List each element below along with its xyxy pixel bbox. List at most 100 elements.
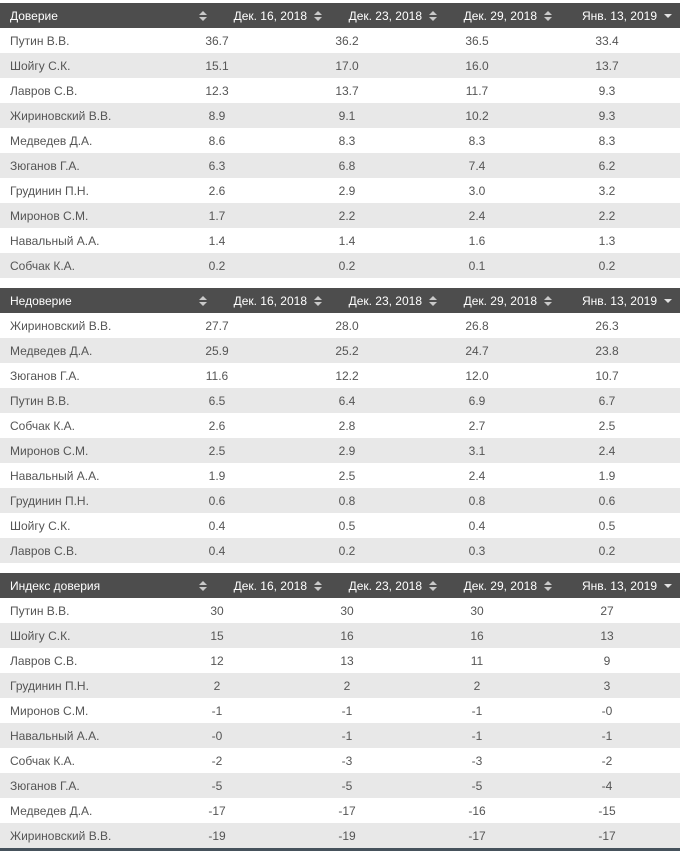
column-header[interactable]: Дек. 23, 2018 xyxy=(330,579,445,593)
table-row: Лавров С.В. 12.3 13.7 11.7 9.3 xyxy=(0,78,680,103)
value-cell: 0.1 xyxy=(468,258,486,273)
value-cell: 11 xyxy=(470,653,484,668)
sort-icon[interactable] xyxy=(429,295,437,306)
sort-desc-arrow-icon xyxy=(429,16,437,21)
sort-icon[interactable] xyxy=(664,13,672,18)
value-cell: -1 xyxy=(471,728,483,743)
trust-index-table-body: Путин В.В. 30 30 30 27 Шойгу С.К. 15 16 … xyxy=(0,598,680,848)
sort-asc-arrow-icon xyxy=(199,580,207,585)
column-header-label: Янв. 13, 2019 xyxy=(581,293,657,308)
value-cell: -2 xyxy=(211,753,223,768)
column-header[interactable]: Дек. 16, 2018 xyxy=(215,294,330,308)
sort-desc-arrow-icon xyxy=(544,16,552,21)
value-cell: -17 xyxy=(208,803,226,818)
table-row: Грудинин П.Н. 2.6 2.9 3.0 3.2 xyxy=(0,178,680,203)
value-cell: 2.7 xyxy=(468,418,486,433)
distrust-table-header: Недоверие Дек. 16, 2018 Дек. 23, 2018 Де… xyxy=(0,288,680,313)
value-cell: -16 xyxy=(468,803,486,818)
politician-name: Шойгу С.К. xyxy=(10,628,71,643)
value-cell: 16 xyxy=(340,628,354,643)
value-cell: 8.3 xyxy=(338,133,356,148)
value-cell: 9.3 xyxy=(598,108,616,123)
value-cell: -3 xyxy=(471,753,483,768)
sort-asc-arrow-icon xyxy=(429,580,437,585)
sort-asc-arrow-icon xyxy=(544,10,552,15)
sort-icon[interactable] xyxy=(544,295,552,306)
sort-icon[interactable] xyxy=(429,10,437,21)
distrust-table-body: Жириновский В.В. 27.7 28.0 26.8 26.3 Мед… xyxy=(0,313,680,563)
column-header[interactable]: Дек. 23, 2018 xyxy=(330,294,445,308)
column-header[interactable]: Дек. 29, 2018 xyxy=(445,579,560,593)
distrust-table: Недоверие Дек. 16, 2018 Дек. 23, 2018 Де… xyxy=(0,288,680,563)
value-cell: 3.2 xyxy=(598,183,616,198)
sort-icon[interactable] xyxy=(544,580,552,591)
sort-desc-arrow-icon xyxy=(664,13,672,18)
value-cell: 7.4 xyxy=(468,158,486,173)
column-header-title[interactable]: Доверие xyxy=(0,9,215,23)
value-cell: 8.6 xyxy=(208,133,226,148)
value-cell: -17 xyxy=(598,828,616,843)
sort-icon[interactable] xyxy=(199,295,207,306)
column-header[interactable]: Дек. 16, 2018 xyxy=(215,579,330,593)
column-header[interactable]: Дек. 16, 2018 xyxy=(215,9,330,23)
value-cell: 2.5 xyxy=(598,418,616,433)
politician-name: Жириновский В.В. xyxy=(10,828,112,843)
sort-icon[interactable] xyxy=(199,580,207,591)
value-cell: 10.7 xyxy=(595,368,619,383)
sort-icon[interactable] xyxy=(314,10,322,21)
value-cell: 0.6 xyxy=(208,493,226,508)
column-header[interactable]: Дек. 29, 2018 xyxy=(445,294,560,308)
trust-index-table: Индекс доверия Дек. 16, 2018 Дек. 23, 20… xyxy=(0,573,680,848)
sort-desc-arrow-icon xyxy=(199,586,207,591)
table-row: Зюганов Г.А. -5 -5 -5 -4 xyxy=(0,773,680,798)
table-row: Медведев Д.А. -17 -17 -16 -15 xyxy=(0,798,680,823)
sort-desc-arrow-icon xyxy=(314,586,322,591)
table-row: Путин В.В. 6.5 6.4 6.9 6.7 xyxy=(0,388,680,413)
sort-icon[interactable] xyxy=(314,295,322,306)
column-header[interactable]: Дек. 23, 2018 xyxy=(330,9,445,23)
value-cell: 25.9 xyxy=(205,343,229,358)
value-cell: 1.4 xyxy=(338,233,356,248)
table-row: Жириновский В.В. 8.9 9.1 10.2 9.3 xyxy=(0,103,680,128)
column-header[interactable]: Дек. 29, 2018 xyxy=(445,9,560,23)
table-row: Шойгу С.К. 15 16 16 13 xyxy=(0,623,680,648)
value-cell: 27 xyxy=(600,603,614,618)
table-row: Навальный А.А. -0 -1 -1 -1 xyxy=(0,723,680,748)
column-header-label: Дек. 16, 2018 xyxy=(233,8,307,23)
value-cell: 3.1 xyxy=(468,443,486,458)
trust-table-header: Доверие Дек. 16, 2018 Дек. 23, 2018 Дек.… xyxy=(0,3,680,28)
column-header-title[interactable]: Недоверие xyxy=(0,294,215,308)
table-row: Зюганов Г.А. 11.6 12.2 12.0 10.7 xyxy=(0,363,680,388)
value-cell: 36.5 xyxy=(465,33,489,48)
sort-icon[interactable] xyxy=(664,583,672,588)
politician-name: Медведев Д.А. xyxy=(10,133,93,148)
value-cell: 3 xyxy=(603,678,611,693)
politician-name: Шойгу С.К. xyxy=(10,518,71,533)
table-row: Жириновский В.В. 27.7 28.0 26.8 26.3 xyxy=(0,313,680,338)
sort-icon[interactable] xyxy=(199,10,207,21)
sort-asc-arrow-icon xyxy=(314,10,322,15)
value-cell: 0.4 xyxy=(468,518,486,533)
column-header[interactable]: Янв. 13, 2019 xyxy=(560,9,680,23)
value-cell: -19 xyxy=(208,828,226,843)
column-header[interactable]: Янв. 13, 2019 xyxy=(560,294,680,308)
sort-icon[interactable] xyxy=(664,298,672,303)
value-cell: -15 xyxy=(598,803,616,818)
value-cell: 6.3 xyxy=(208,158,226,173)
column-header-title[interactable]: Индекс доверия xyxy=(0,579,215,593)
sort-icon[interactable] xyxy=(314,580,322,591)
sort-asc-arrow-icon xyxy=(199,10,207,15)
sort-icon[interactable] xyxy=(429,580,437,591)
value-cell: -1 xyxy=(471,703,483,718)
sort-desc-arrow-icon xyxy=(664,583,672,588)
value-cell: 16.0 xyxy=(465,58,489,73)
value-cell: -0 xyxy=(601,703,613,718)
politician-name: Путин В.В. xyxy=(10,603,70,618)
column-header[interactable]: Янв. 13, 2019 xyxy=(560,579,680,593)
column-header-label: Дек. 23, 2018 xyxy=(348,578,422,593)
value-cell: 8.9 xyxy=(208,108,226,123)
politician-name: Миронов С.М. xyxy=(10,443,89,458)
table-row: Медведев Д.А. 25.9 25.2 24.7 23.8 xyxy=(0,338,680,363)
sort-icon[interactable] xyxy=(544,10,552,21)
column-header-label: Дек. 23, 2018 xyxy=(348,293,422,308)
